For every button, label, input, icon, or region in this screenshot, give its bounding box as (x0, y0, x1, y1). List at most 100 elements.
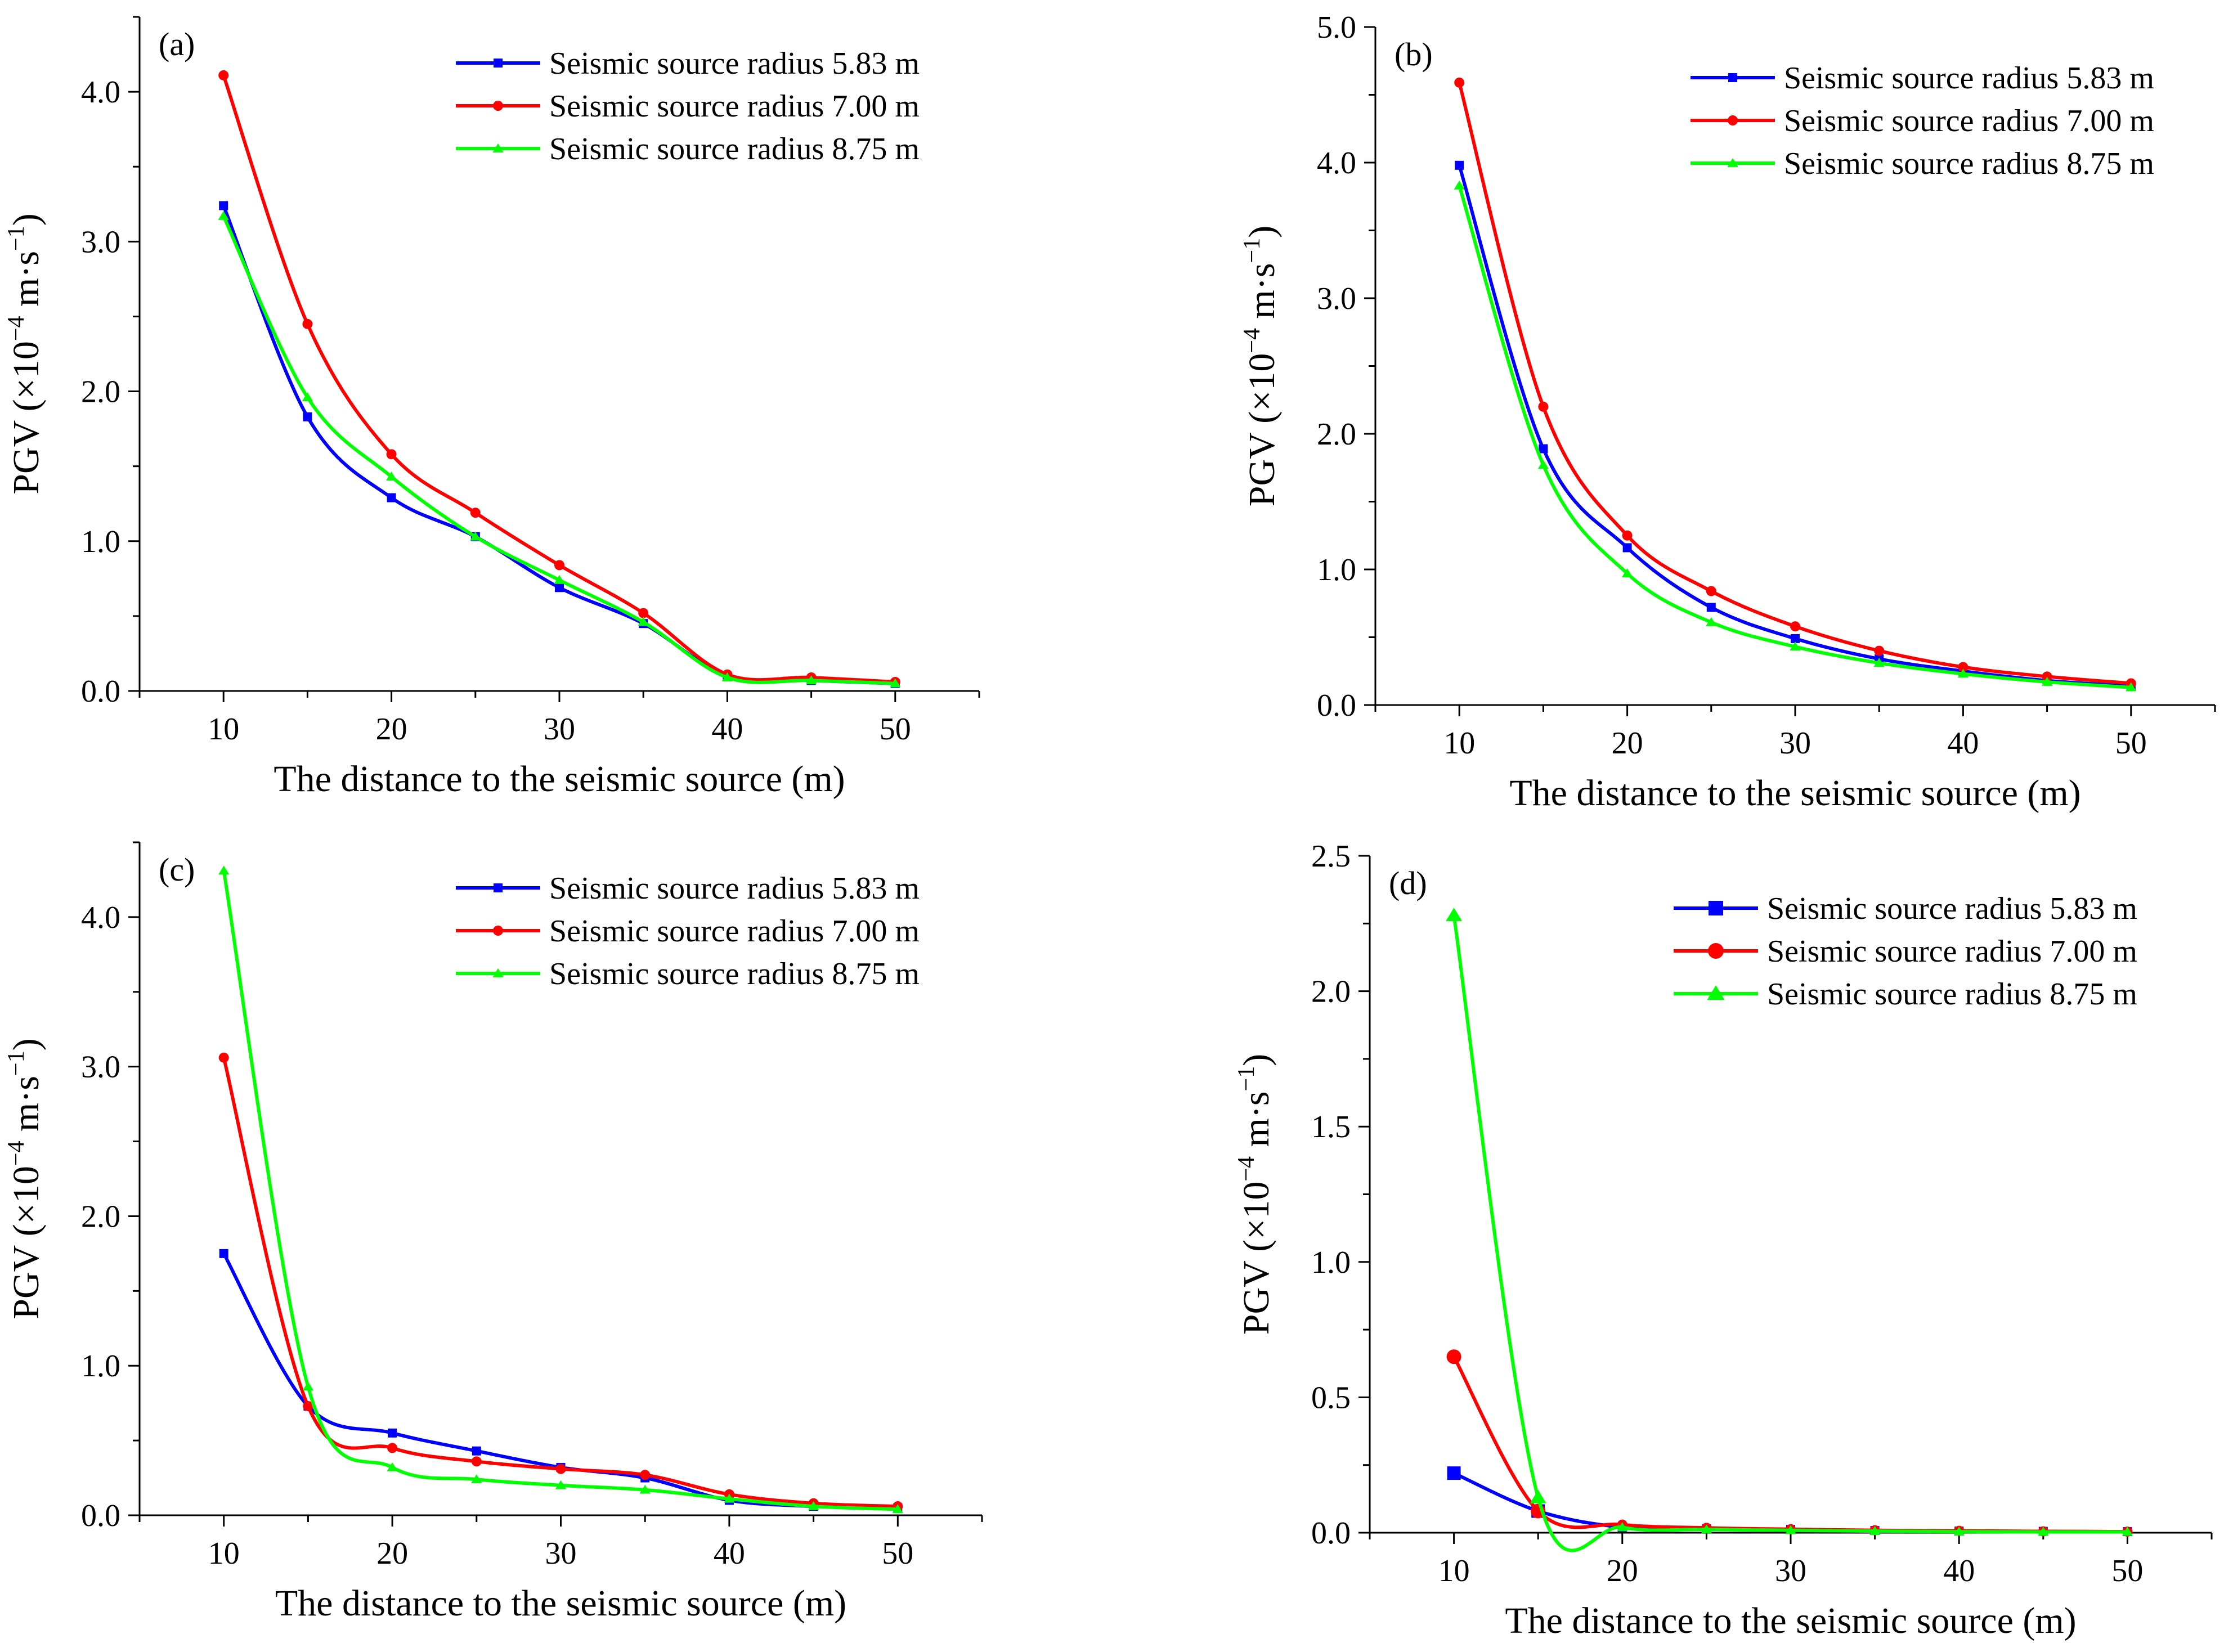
panel-a-y-axis-title-superscript: −4 (3, 316, 29, 341)
panel-c-data-point (218, 1052, 229, 1063)
panel-a-y-tick-label: 3.0 (81, 225, 120, 259)
panel-a-data-point (386, 449, 397, 460)
panel-a-y-tick-label: 1.0 (81, 524, 120, 559)
panel-b-x-tick-label: 50 (2115, 726, 2147, 761)
panel-a-y-axis-title-superscript: −1 (3, 226, 29, 251)
panel-a-y-tick-label: 2.0 (81, 375, 120, 410)
panel-b-data-point (1537, 460, 1549, 469)
panel-b-legend-label: Seismic source radius 8.75 m (1784, 146, 2154, 181)
panel-b-data-point (2126, 682, 2137, 692)
panel-c-y-tick-label: 2.0 (81, 1199, 120, 1234)
panel-c-legend-marker (494, 883, 503, 892)
panel-b-data-point (1706, 586, 1716, 596)
panel-a-x-tick-label: 20 (376, 712, 407, 747)
panel-c-legend-label: Seismic source radius 7.00 m (549, 914, 920, 949)
panel-c-data-point (555, 1480, 567, 1489)
panel-a-data-point (554, 560, 564, 571)
panel-c-y-axis-title-part: ) (6, 1038, 47, 1051)
panel-c-y-tick-label: 1.0 (81, 1349, 120, 1384)
panel-a-data-point (470, 531, 481, 541)
panel-d-y-axis-title: PGV (×10−4 m·s−1) (1234, 1054, 1277, 1335)
panel-a-legend-label: Seismic source radius 5.83 m (549, 46, 920, 81)
panel-b-data-point (1539, 444, 1548, 454)
panel-b-series-2 (1454, 77, 2136, 689)
panel-b-data-point (1455, 160, 1464, 170)
panel-b-y-axis-title-superscript: −1 (1239, 238, 1265, 263)
panel-b-y-tick-label: 1.0 (1317, 553, 1356, 587)
panel-d-data-point (1446, 1349, 1461, 1364)
panel-c-label: (c) (159, 851, 195, 888)
panel-b-data-point (1957, 668, 1969, 678)
panel-c-legend-label: Seismic source radius 5.83 m (549, 871, 920, 906)
panel-d-series-line (1452, 915, 2128, 1552)
panel-d-y-axis-title-part: PGV (×10 (1236, 1182, 1277, 1335)
panel-b-data-point (1622, 568, 1633, 578)
panel-a-y-tick-label: 0.0 (81, 674, 120, 709)
panel-c-legend-marker (493, 926, 503, 936)
panel-b-series-line (1458, 185, 2131, 689)
panel-b-legend-item: Seismic source radius 5.83 m (1691, 61, 2154, 96)
panel-b-data-point (2042, 676, 2053, 686)
panel-d-legend-marker (1709, 901, 1723, 915)
panel-b: 10 20 30 40 50 0.0 1.0 2.0 3.0 4.0 5.0 The distance… (1239, 10, 2216, 814)
panel-b-data-point (2042, 671, 2052, 682)
panel-d-x-tick-label: 50 (2111, 1554, 2143, 1588)
panel-c-data-point (218, 865, 230, 875)
panel-d-y-tick-label: 0.5 (1311, 1380, 1351, 1415)
panel-d-y-tick-label: 1.5 (1311, 1110, 1351, 1144)
panel-a: 10 20 30 40 50 0.0 1.0 2.0 3.0 4.0 The distance to… (3, 16, 980, 800)
panel-c-x-tick-label: 30 (545, 1536, 577, 1571)
panel-b-y-tick-label: 0.0 (1317, 688, 1356, 723)
panel-d-legend-item: Seismic source radius 8.75 m (1674, 977, 2137, 1012)
panel-a-x-tick-label: 10 (208, 712, 239, 747)
panel-b-y-axis-title-part: PGV (×10 (1241, 353, 1283, 507)
panel-b-series-3 (1454, 180, 2137, 692)
panel-b-data-point (1538, 401, 1549, 412)
panel-b-data-point (1873, 658, 1885, 667)
panel-c-y-axis-title-part: m·s (6, 1076, 47, 1141)
panel-d-y-axis-title-superscript: −4 (1234, 1156, 1259, 1182)
panel-d-legend-label: Seismic source radius 7.00 m (1767, 934, 2137, 969)
panel-c-y-tick-label: 3.0 (81, 1050, 120, 1085)
panel-b-legend: Seismic source radius 5.83 m Seismic sour… (1691, 61, 2154, 181)
panel-b-legend-label: Seismic source radius 7.00 m (1784, 104, 2154, 138)
panel-a-data-point (721, 672, 733, 681)
panel-d-data-point (2038, 1527, 2049, 1536)
panel-a-legend-label: Seismic source radius 7.00 m (549, 89, 920, 124)
panel-d-data-point (1447, 1466, 1461, 1480)
panel-d-series-3 (1446, 908, 2133, 1552)
panel-b-data-point (1790, 641, 1801, 651)
panel-d-x-tick-label: 10 (1438, 1554, 1470, 1588)
panel-a-y-axis-title-part: ) (6, 213, 47, 226)
panel-a-legend-marker (494, 59, 503, 68)
panel-b-series-line (1458, 82, 2132, 685)
panel-c-y-axis-title: PGV (×10−4 m·s−1) (3, 1038, 47, 1319)
panel-d-x-axis-title: The distance to the seismic source (m) (1505, 1600, 2076, 1641)
panel-c-x-tick-label: 10 (208, 1536, 240, 1571)
panel-a-data-point (470, 508, 481, 518)
panel-a-data-point (890, 678, 901, 688)
panel-c-data-point (639, 1484, 651, 1494)
panel-d-data-point (1446, 908, 1462, 922)
panel-a-legend-item: Seismic source radius 8.75 m (456, 132, 920, 167)
panel-b-data-point (1454, 77, 1465, 88)
panel-a-x-tick-label: 30 (544, 712, 575, 747)
panel-a-data-point (302, 392, 313, 402)
panel-b-y-tick-label: 3.0 (1317, 281, 1356, 316)
panel-d-x-tick-label: 40 (1943, 1554, 1975, 1588)
panel-b-y-axis-title-superscript: −4 (1239, 328, 1265, 353)
panel-b-data-point (1790, 621, 1800, 632)
panel-a-y-axis-title-part: m·s (6, 251, 47, 316)
panel-b-data-point (1706, 617, 1717, 626)
panel-c-data-point (724, 1493, 735, 1503)
panel-c-data-point (219, 1249, 228, 1258)
panel-d-legend-label: Seismic source radius 5.83 m (1767, 891, 2137, 926)
panel-a-data-point (218, 210, 229, 220)
panel-c-data-point (387, 1462, 398, 1471)
panel-c-x-axis-title: The distance to the seismic source (m) (275, 1583, 846, 1624)
panel-b-legend-item: Seismic source radius 7.00 m (1691, 104, 2154, 138)
panel-c-x-tick-label: 20 (376, 1536, 408, 1571)
panel-a-y-axis-title-part: PGV (×10 (6, 341, 47, 495)
panel-b-data-point (1622, 543, 1632, 553)
panel-c-data-point (387, 1443, 398, 1453)
